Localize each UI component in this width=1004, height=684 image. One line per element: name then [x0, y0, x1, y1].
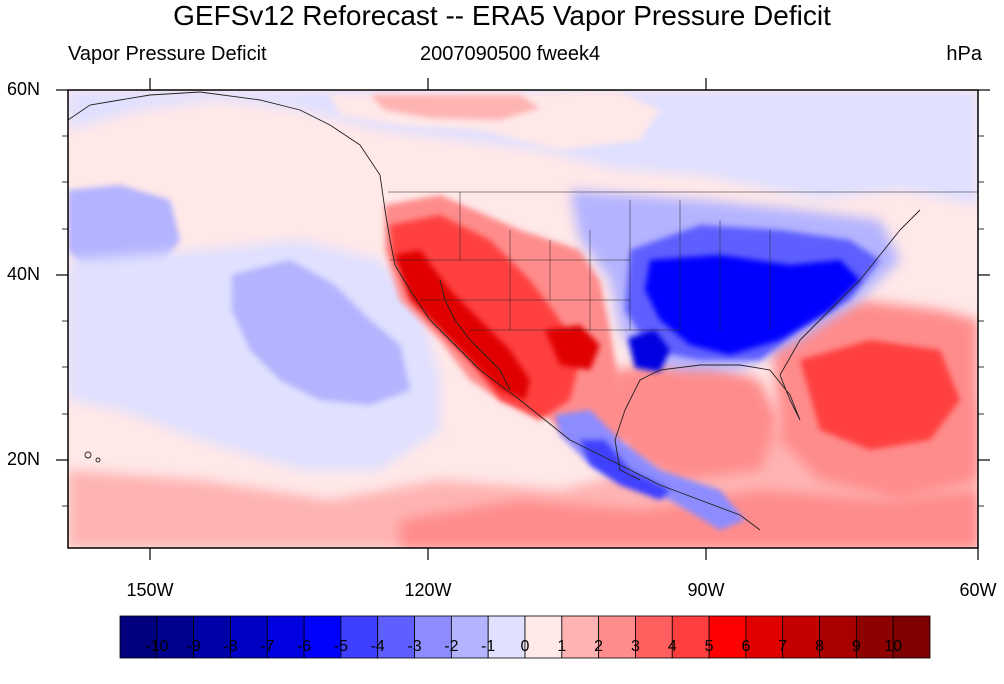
- colorbar-box: [745, 615, 784, 659]
- colorbar-box: [819, 615, 857, 659]
- lon-label-90w: 90W: [687, 580, 725, 600]
- map-ticks: [56, 78, 990, 560]
- colorbar-tick-label: 10: [884, 638, 903, 655]
- colorbar-box: [266, 615, 305, 659]
- colorbar-box: [230, 615, 268, 659]
- colorbar-tick-label: -2: [444, 638, 459, 655]
- field-gulf-blue: [628, 330, 670, 372]
- field-west-us-max: [395, 250, 530, 400]
- colorbar-tick-label: 8: [815, 638, 824, 655]
- colorbar-tick-label: -8: [223, 638, 238, 655]
- colorbar-box: [340, 615, 379, 659]
- variable-label: Vapor Pressure Deficit: [68, 43, 267, 65]
- colorbar-box: [450, 615, 489, 659]
- colorbar-box: [708, 615, 747, 659]
- colorbar-tick-label: -9: [186, 638, 201, 655]
- colorbar-tick-label: 2: [594, 638, 604, 655]
- colorbar-tick-label: 4: [667, 638, 677, 655]
- field-east-us-strong: [645, 255, 860, 355]
- lon-label-150w: 150W: [126, 580, 174, 600]
- colorbar-tick-label: -10: [145, 638, 169, 655]
- colorbar-box: [303, 615, 342, 659]
- field-pacific-south: [100, 335, 220, 410]
- colorbar-tick-label: 7: [778, 638, 788, 655]
- colorbar-tick-label: -7: [260, 638, 275, 655]
- colorbar-tick-label: -1: [481, 638, 496, 655]
- lat-label-20n: 20N: [6, 449, 40, 469]
- colorbar-tick-label: 6: [741, 638, 751, 655]
- map-minor-ticks: [62, 135, 984, 507]
- field-west-us-strong: [390, 215, 580, 420]
- colorbar-box: [377, 615, 415, 659]
- lon-label-60w: 60W: [959, 580, 997, 600]
- colorbar-tick-label: -6: [296, 638, 312, 655]
- coastlines: [68, 91, 978, 531]
- colorbar-box: [892, 615, 931, 659]
- colorbar-box: [635, 615, 673, 659]
- field-pacific-central2: [232, 260, 410, 405]
- colorbar-box: [782, 615, 820, 659]
- colorbar-box: [561, 615, 600, 659]
- lat-label-40n: 40N: [6, 264, 40, 284]
- field-atlantic-2: [800, 340, 960, 450]
- field-pacific-west: [68, 185, 180, 275]
- lon-label-120w: 120W: [404, 580, 452, 600]
- colorbar-box: [119, 615, 158, 659]
- colorbar-tick-label: -5: [333, 638, 349, 655]
- field-south-red: [400, 490, 978, 548]
- colorbar-box: [414, 615, 452, 659]
- field-gulf: [610, 360, 780, 480]
- field-north-negative: [68, 90, 978, 205]
- map-title: GEFSv12 Reforecast -- ERA5 Vapor Pressur…: [173, 0, 831, 31]
- field-north-pink-2: [370, 95, 540, 120]
- colorbar-tick-label: 1: [557, 638, 567, 655]
- lat-label-60n: 60N: [6, 79, 40, 99]
- field-mexico-blue-2: [580, 440, 670, 500]
- colorbar-box: [855, 615, 894, 659]
- map-frame: [67, 89, 979, 549]
- field-plains-max: [545, 325, 600, 370]
- colorbar-tick-label: -3: [407, 638, 422, 655]
- colorbar-tick-label: 9: [851, 638, 861, 655]
- colorbar-tick-label: 5: [704, 638, 714, 655]
- colorbar-tick-label: -4: [370, 638, 385, 655]
- date-label: 2007090500 fweek4: [420, 43, 601, 65]
- colorbar-tick-label: 0: [520, 638, 530, 655]
- colorbar-tick-label: 3: [631, 638, 640, 655]
- units-label: hPa: [946, 43, 982, 65]
